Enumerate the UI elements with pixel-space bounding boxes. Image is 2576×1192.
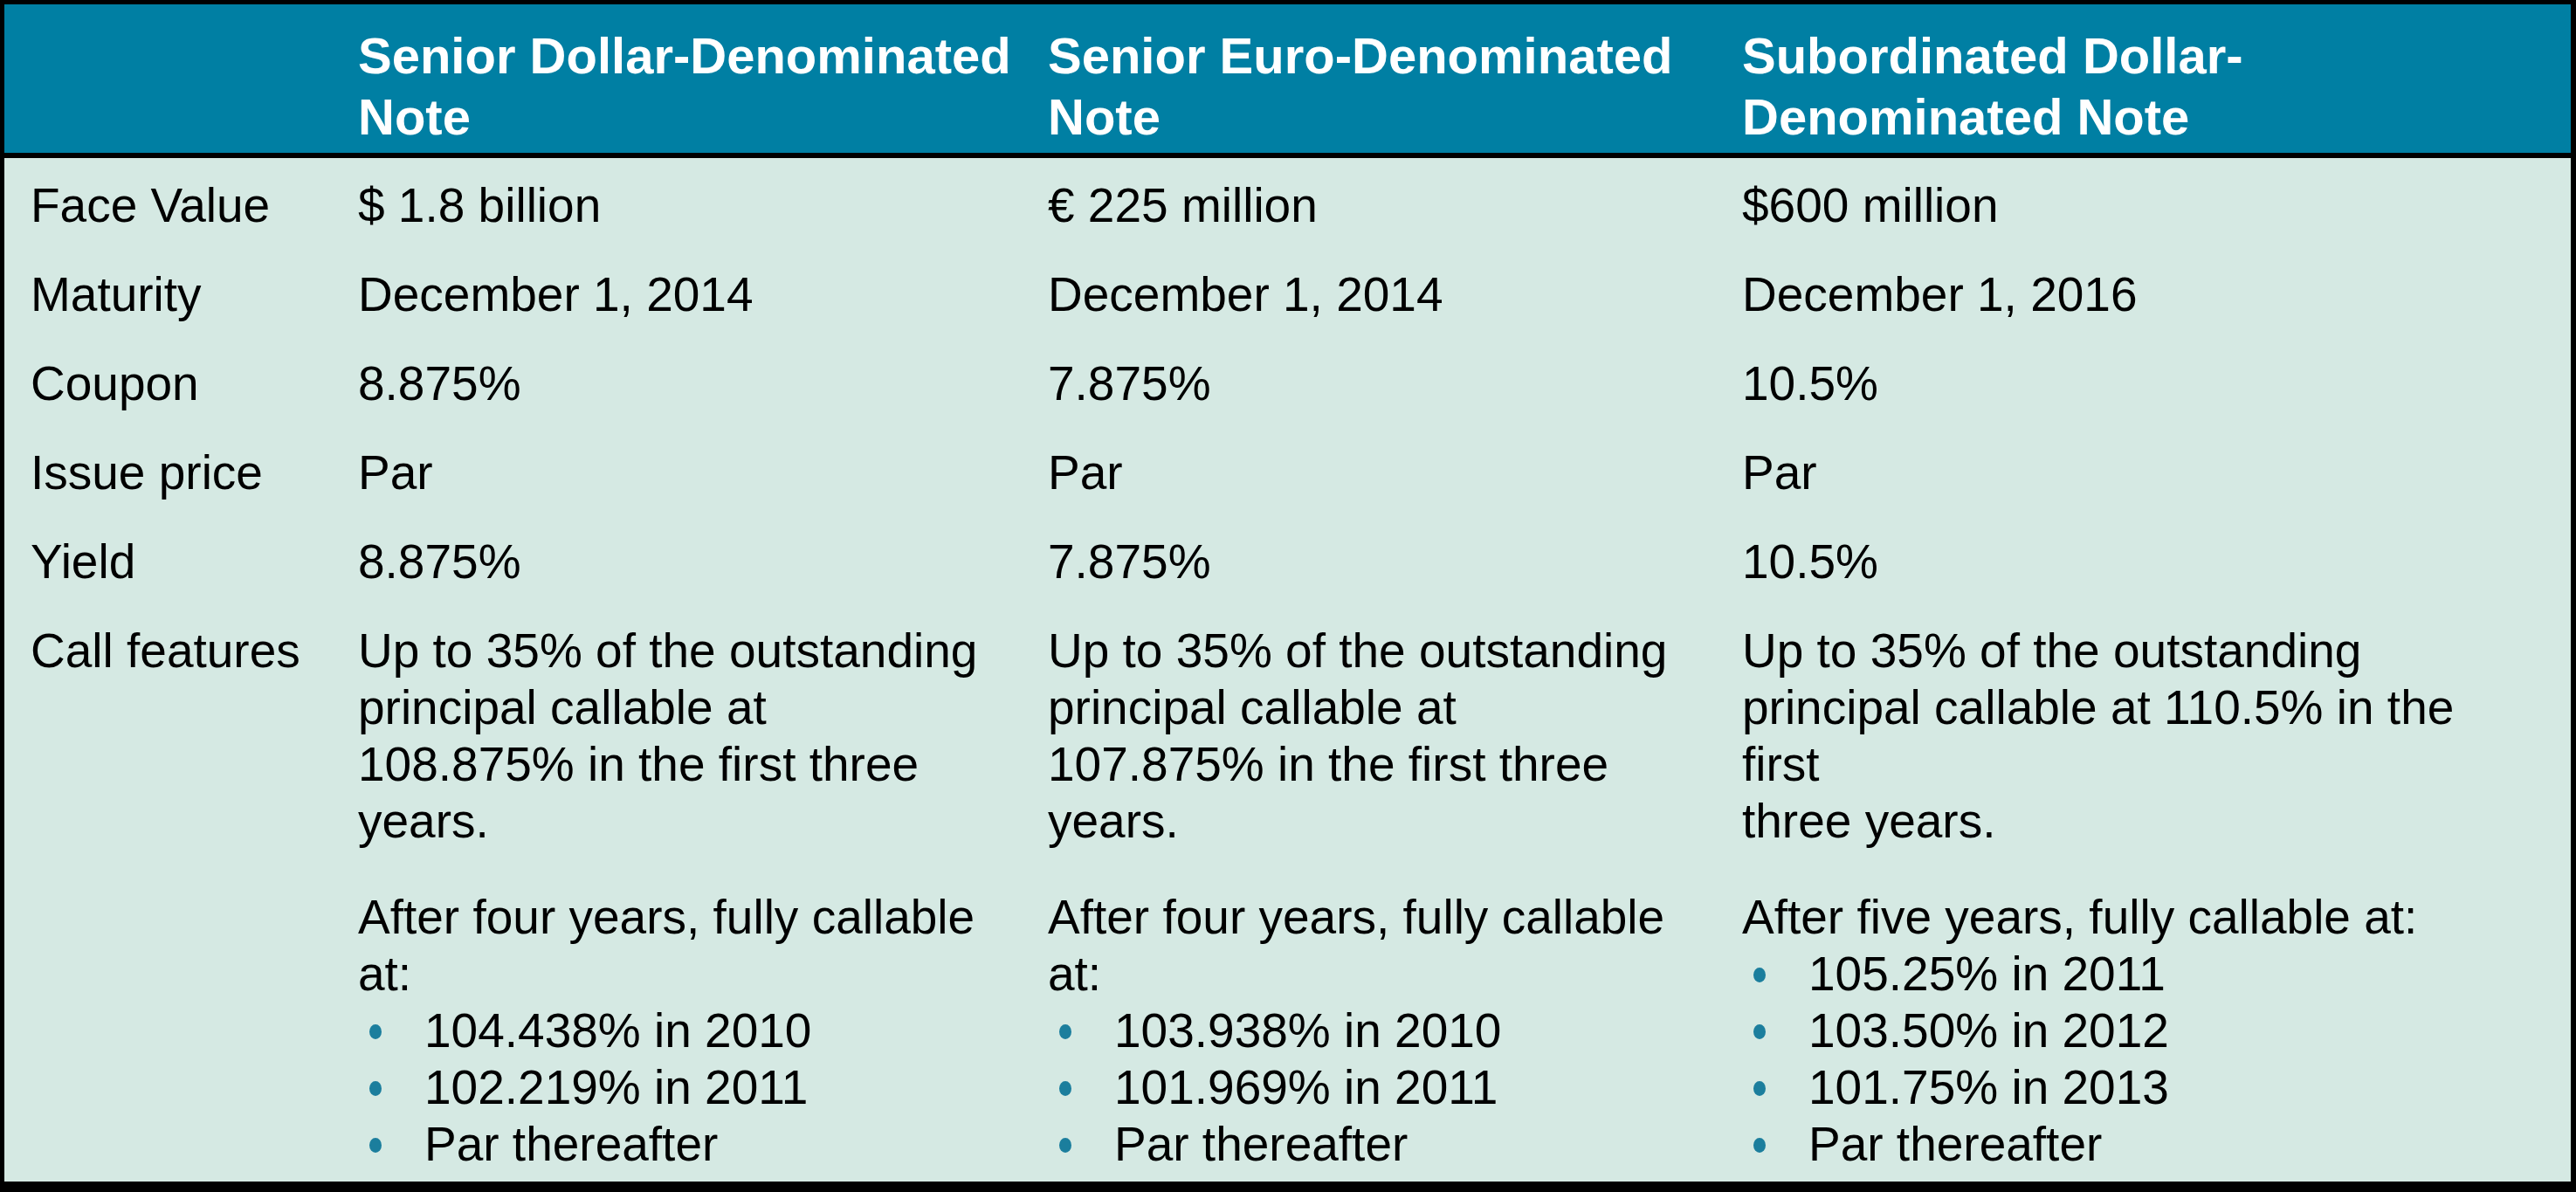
bullet-dot-icon <box>1753 1024 1766 1039</box>
bullet-item: 103.938% in 2010 <box>1048 1003 1707 1059</box>
coupon-senior-dollar: 8.875% <box>358 355 1048 412</box>
issue-price-senior-dollar: Par <box>358 444 1048 501</box>
bullet-item: 101.969% in 2011 <box>1048 1059 1707 1116</box>
call-features-paragraph-2: After four years, fully callable at: <box>1048 889 1707 1003</box>
face-value-subordinated-dollar: $600 million <box>1742 177 2571 234</box>
call-features-senior-dollar: Up to 35% of the outstanding principal c… <box>358 623 1048 1173</box>
call-features-senior-euro: Up to 35% of the outstanding principal c… <box>1048 623 1742 1173</box>
call-features-paragraph-1: Up to 35% of the outstanding principal c… <box>1742 623 2536 850</box>
bullet-dot-icon <box>369 1138 382 1153</box>
bullet-text: 103.50% in 2012 <box>1808 1003 2169 1058</box>
row-label-yield: Yield <box>4 534 358 590</box>
bullet-text: 102.219% in 2011 <box>424 1060 808 1114</box>
table-row-maturity: Maturity December 1, 2014 December 1, 20… <box>4 234 2571 323</box>
notes-comparison-table: Senior Dollar-Denominated Note Senior Eu… <box>0 0 2576 1192</box>
call-features-bullet-list: 105.25% in 2011 103.50% in 2012 101.75% … <box>1742 946 2536 1173</box>
bullet-dot-icon <box>1753 1138 1766 1153</box>
bullet-item: 103.50% in 2012 <box>1742 1003 2536 1059</box>
bullet-item: Par thereafter <box>1742 1116 2536 1173</box>
issue-price-senior-euro: Par <box>1048 444 1742 501</box>
table-body: Face Value $ 1.8 billion € 225 million $… <box>4 158 2571 1182</box>
bullet-item: 101.75% in 2013 <box>1742 1059 2536 1116</box>
bullet-dot-icon <box>369 1081 382 1096</box>
bullet-text: 101.969% in 2011 <box>1114 1060 1498 1114</box>
row-label-coupon: Coupon <box>4 355 358 412</box>
table-row-face-value: Face Value $ 1.8 billion € 225 million $… <box>4 158 2571 234</box>
call-features-bullet-list: 103.938% in 2010 101.969% in 2011 Par th… <box>1048 1003 1707 1173</box>
bullet-text: 103.938% in 2010 <box>1114 1003 1501 1058</box>
bullet-dot-icon <box>1753 968 1766 982</box>
bullet-text: Par thereafter <box>424 1117 718 1171</box>
table-row-coupon: Coupon 8.875% 7.875% 10.5% <box>4 323 2571 412</box>
bullet-text: Par thereafter <box>1114 1117 1408 1171</box>
call-features-paragraph-2: After four years, fully callable at: <box>358 889 1013 1003</box>
bullet-item: Par thereafter <box>358 1116 1013 1173</box>
yield-subordinated-dollar: 10.5% <box>1742 534 2571 590</box>
bullet-dot-icon <box>1059 1024 1071 1039</box>
bullet-text: Par thereafter <box>1808 1117 2102 1171</box>
bullet-item: Par thereafter <box>1048 1116 1707 1173</box>
issue-price-subordinated-dollar: Par <box>1742 444 2571 501</box>
bullet-dot-icon <box>1059 1081 1071 1096</box>
row-label-face-value: Face Value <box>4 177 358 234</box>
column-header-senior-dollar-note: Senior Dollar-Denominated Note <box>358 25 1048 153</box>
bullet-item: 104.438% in 2010 <box>358 1003 1013 1059</box>
bullet-text: 105.25% in 2011 <box>1808 947 2166 1001</box>
table-row-issue-price: Issue price Par Par Par <box>4 412 2571 501</box>
column-header-senior-euro-note: Senior Euro-Denominated Note <box>1048 25 1742 153</box>
row-label-maturity: Maturity <box>4 266 358 323</box>
bullet-dot-icon <box>369 1024 382 1039</box>
bullet-text: 104.438% in 2010 <box>424 1003 811 1058</box>
row-label-issue-price: Issue price <box>4 444 358 501</box>
coupon-senior-euro: 7.875% <box>1048 355 1742 412</box>
bullet-dot-icon <box>1059 1138 1071 1153</box>
bullet-text: 101.75% in 2013 <box>1808 1060 2169 1114</box>
yield-senior-euro: 7.875% <box>1048 534 1742 590</box>
call-features-bullet-list: 104.438% in 2010 102.219% in 2011 Par th… <box>358 1003 1013 1173</box>
bullet-item: 105.25% in 2011 <box>1742 946 2536 1003</box>
row-label-call-features: Call features <box>4 623 358 1173</box>
column-header-subordinated-dollar-note: Subordinated Dollar-Denominated Note <box>1742 25 2571 153</box>
face-value-senior-euro: € 225 million <box>1048 177 1742 234</box>
call-features-paragraph-2: After five years, fully callable at: <box>1742 889 2536 946</box>
coupon-subordinated-dollar: 10.5% <box>1742 355 2571 412</box>
table-header-row: Senior Dollar-Denominated Note Senior Eu… <box>4 4 2571 153</box>
header-empty-corner-cell <box>4 25 358 153</box>
table-row-call-features: Call features Up to 35% of the outstandi… <box>4 590 2571 1173</box>
table-row-yield: Yield 8.875% 7.875% 10.5% <box>4 501 2571 590</box>
yield-senior-dollar: 8.875% <box>358 534 1048 590</box>
face-value-senior-dollar: $ 1.8 billion <box>358 177 1048 234</box>
call-features-paragraph-1: Up to 35% of the outstanding principal c… <box>358 623 1013 850</box>
maturity-subordinated-dollar: December 1, 2016 <box>1742 266 2571 323</box>
maturity-senior-dollar: December 1, 2014 <box>358 266 1048 323</box>
call-features-subordinated-dollar: Up to 35% of the outstanding principal c… <box>1742 623 2571 1173</box>
maturity-senior-euro: December 1, 2014 <box>1048 266 1742 323</box>
bullet-item: 102.219% in 2011 <box>358 1059 1013 1116</box>
call-features-paragraph-1: Up to 35% of the outstanding principal c… <box>1048 623 1707 850</box>
bullet-dot-icon <box>1753 1081 1766 1096</box>
